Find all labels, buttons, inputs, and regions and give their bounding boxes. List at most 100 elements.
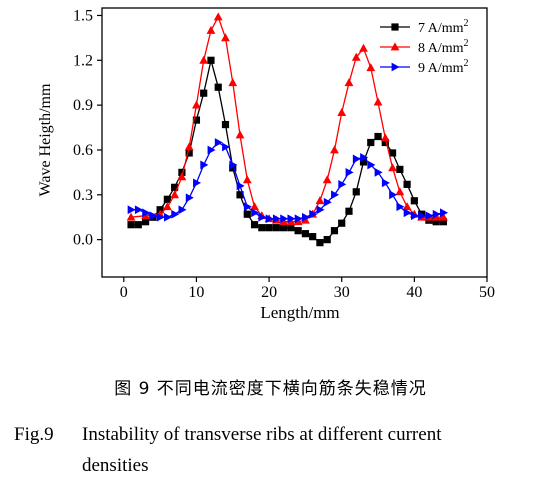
data-point xyxy=(207,145,216,155)
data-point xyxy=(199,55,209,64)
legend-label-superscript: 2 xyxy=(464,38,469,49)
data-point xyxy=(185,193,194,203)
data-point xyxy=(265,224,273,232)
series-line xyxy=(131,15,444,223)
data-point xyxy=(236,191,244,199)
data-point xyxy=(294,227,302,235)
data-point xyxy=(214,138,223,147)
data-point xyxy=(250,202,259,211)
y-tick-label: 0.0 xyxy=(73,232,93,249)
data-point xyxy=(170,190,180,199)
series-layer xyxy=(126,12,449,247)
data-point xyxy=(193,178,202,188)
data-point xyxy=(185,149,193,157)
y-tick-label: 0.3 xyxy=(73,187,93,204)
series-3 xyxy=(127,138,449,224)
data-point xyxy=(323,236,331,244)
data-point xyxy=(242,175,252,184)
data-point xyxy=(440,208,449,218)
data-point xyxy=(381,178,390,188)
data-point xyxy=(178,205,187,215)
data-point xyxy=(171,209,180,219)
x-tick-label: 10 xyxy=(188,284,204,301)
y-tick-label: 0.9 xyxy=(73,97,93,114)
data-point xyxy=(366,63,376,72)
data-point xyxy=(162,202,172,211)
legend-marker xyxy=(390,42,400,51)
y-tick-label: 0.6 xyxy=(73,142,93,159)
data-point xyxy=(243,202,252,212)
x-axis-label: Length/mm xyxy=(260,303,339,322)
data-point xyxy=(272,224,280,232)
data-point xyxy=(381,138,389,147)
data-point xyxy=(388,163,397,172)
data-point xyxy=(200,89,208,97)
data-point xyxy=(200,160,209,170)
caption-line-2: densities xyxy=(82,455,149,476)
data-point xyxy=(439,212,448,221)
data-point xyxy=(316,239,324,247)
data-point xyxy=(410,211,419,221)
x-tick-label: 30 xyxy=(334,284,350,301)
data-point xyxy=(432,209,441,219)
data-point xyxy=(177,172,187,181)
data-point xyxy=(258,212,267,222)
data-point xyxy=(301,230,309,238)
data-point xyxy=(222,142,231,152)
data-point xyxy=(352,188,360,196)
figure-caption-chinese: 图 9 不同电流密度下横向筋条失稳情况 xyxy=(114,379,427,399)
data-point xyxy=(432,218,440,226)
data-point xyxy=(280,214,289,224)
data-point xyxy=(163,195,171,203)
data-point xyxy=(360,153,369,162)
data-point xyxy=(213,12,223,21)
data-point xyxy=(389,190,398,200)
data-point xyxy=(380,133,390,142)
legend-label-superscript: 2 xyxy=(464,58,469,69)
data-point xyxy=(338,179,347,189)
data-point xyxy=(418,211,427,221)
data-point xyxy=(330,227,339,235)
legend-label: 7 A/mm2 xyxy=(418,18,469,36)
figure-caption-english: Fig.9 Instability of transverse ribs at d… xyxy=(14,419,534,481)
data-point xyxy=(127,221,135,229)
data-point xyxy=(272,214,281,224)
data-point xyxy=(184,142,194,151)
data-point xyxy=(243,210,251,218)
data-point xyxy=(410,197,418,205)
x-tick-label: 40 xyxy=(406,284,422,301)
data-point xyxy=(221,33,230,42)
data-point xyxy=(287,224,295,232)
data-point xyxy=(309,209,318,219)
legend-marker xyxy=(391,23,399,31)
data-point xyxy=(316,205,325,215)
series-1 xyxy=(127,56,448,247)
data-point xyxy=(395,187,405,196)
data-point xyxy=(344,78,354,87)
data-point xyxy=(228,78,238,87)
data-point xyxy=(126,212,136,221)
data-point xyxy=(403,180,411,188)
data-point xyxy=(425,211,434,221)
data-point xyxy=(396,165,404,173)
data-point xyxy=(322,175,332,184)
data-point xyxy=(367,138,375,147)
data-point xyxy=(206,25,216,34)
series-line xyxy=(131,60,444,244)
x-tick-label: 20 xyxy=(261,284,277,301)
data-point xyxy=(367,160,376,170)
data-point xyxy=(439,218,448,226)
data-point xyxy=(374,167,383,177)
data-point xyxy=(171,183,179,191)
data-point xyxy=(192,100,201,109)
legend-label-superscript: 2 xyxy=(464,18,469,29)
data-point xyxy=(149,211,158,221)
figure-number: Fig.9 xyxy=(14,424,54,445)
y-tick-label: 1.2 xyxy=(73,52,93,69)
data-point xyxy=(258,224,266,232)
x-tick-label: 50 xyxy=(479,284,495,301)
data-point xyxy=(287,214,296,224)
data-point xyxy=(235,130,245,139)
data-point xyxy=(229,164,237,172)
data-point xyxy=(265,214,274,224)
